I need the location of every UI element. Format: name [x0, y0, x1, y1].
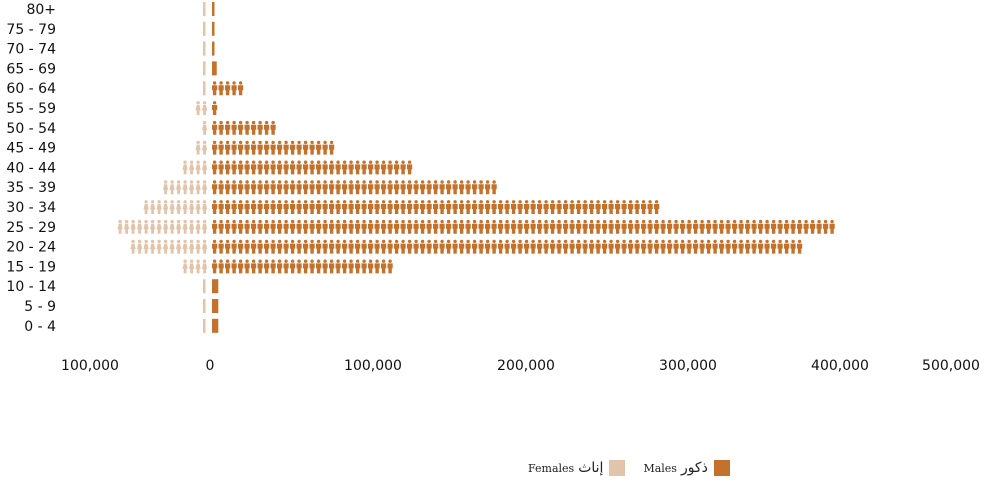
x-tick-label: 100,000: [61, 358, 119, 374]
male-bar: [212, 61, 217, 76]
male-bar: [212, 219, 835, 234]
age-label: 75 - 79: [6, 22, 56, 38]
legend-swatch-males: [713, 460, 730, 476]
female-bar: [182, 160, 208, 175]
age-label: 25 - 29: [6, 220, 56, 236]
female-bar: [203, 81, 206, 96]
female-bar: [143, 200, 208, 214]
legend-label-females-ar: إناث: [578, 460, 604, 476]
age-label: 20 - 24: [6, 240, 56, 256]
age-label: 60 - 64: [6, 81, 56, 97]
legend-swatch-females: [609, 460, 626, 476]
female-bar: [130, 239, 208, 254]
female-bar: [203, 318, 206, 333]
x-tick-label: 400,000: [811, 358, 869, 374]
female-bar: [203, 21, 206, 36]
age-label: 55 - 59: [6, 101, 56, 117]
male-bar: [212, 120, 276, 135]
age-label: 5 - 9: [24, 299, 56, 315]
male-bar: [212, 259, 393, 274]
age-label: 65 - 69: [6, 61, 56, 77]
age-label: 50 - 54: [6, 121, 56, 137]
icon-marks: [117, 2, 835, 333]
age-label: 10 - 14: [6, 279, 56, 295]
age-group-labels: 80+ 75 - 79 70 - 74 65 - 69 60 - 64 55 - 59 50…: [6, 2, 56, 335]
age-label: 30 - 34: [6, 200, 56, 216]
legend-item-females: Females إناث: [528, 460, 626, 476]
male-bar: [212, 41, 215, 56]
x-tick-label: 100,000: [344, 358, 402, 374]
male-bar: [212, 279, 219, 294]
age-label: 80+: [26, 2, 56, 18]
age-label: 15 - 19: [6, 259, 56, 275]
legend-label-females: Females: [528, 461, 575, 475]
female-bar: [163, 180, 208, 195]
female-bar: [203, 299, 206, 313]
female-bar: [202, 120, 208, 135]
male-bar: [212, 101, 218, 115]
age-label: 0 - 4: [24, 319, 56, 335]
x-tick-label: 200,000: [497, 358, 555, 374]
female-bar: [117, 219, 208, 234]
legend-label-males-ar: ذكور: [680, 460, 708, 476]
age-label: 35 - 39: [6, 180, 56, 196]
x-tick-label: 500,000: [922, 358, 980, 374]
male-bar: [212, 140, 335, 155]
x-tick-label: 300,000: [659, 358, 717, 374]
female-bar: [203, 41, 206, 56]
male-bar: [212, 180, 497, 195]
male-bar: [212, 160, 413, 175]
x-axis-tick-labels: 100,000 0 100,000 200,000 300,000 400,000 500,…: [61, 358, 980, 374]
male-bar: [212, 299, 219, 313]
male-bar: [212, 239, 803, 254]
female-bar: [203, 279, 206, 294]
age-label: 70 - 74: [6, 42, 56, 58]
female-bar: [203, 61, 206, 76]
female-bar: [195, 140, 208, 155]
male-bar: [212, 200, 660, 214]
age-label: 45 - 49: [6, 141, 56, 157]
female-bar: [195, 101, 208, 115]
male-bar: [212, 81, 244, 96]
male-bar: [212, 2, 215, 16]
female-bar: [203, 2, 206, 16]
female-bar: [182, 259, 208, 274]
male-bar: [212, 318, 219, 333]
x-tick-label: 0: [206, 358, 215, 374]
male-bar: [212, 21, 215, 36]
legend-item-males: Males ذكور: [643, 460, 730, 476]
age-label: 40 - 44: [6, 160, 56, 176]
legend-label-males: Males: [643, 461, 677, 475]
legend: Females إناث Males ذكور: [528, 460, 748, 476]
